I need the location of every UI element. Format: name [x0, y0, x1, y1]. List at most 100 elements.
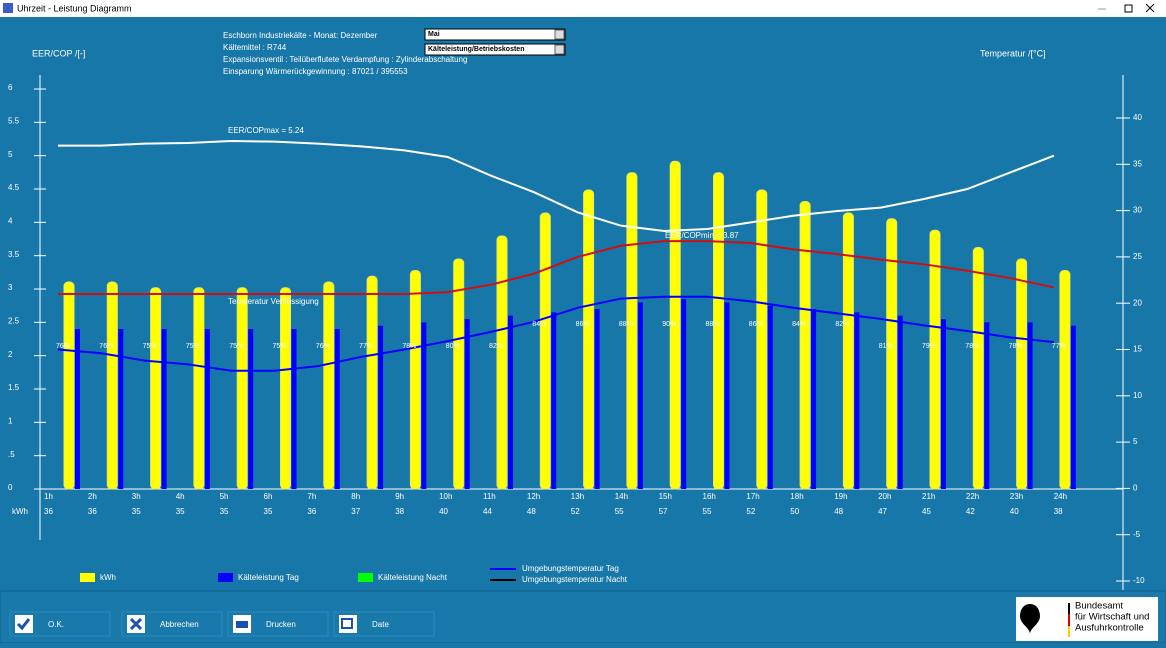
x-tick-label: 18h — [790, 492, 803, 501]
capacity-bar — [75, 329, 80, 489]
y-tick-label: .5 — [8, 450, 15, 459]
kwh-value: 50 — [790, 507, 799, 516]
y2-tick-label: 5 — [1133, 437, 1138, 446]
capacity-bar — [854, 312, 860, 489]
x-tick-label: 21h — [922, 492, 935, 501]
icon-check — [16, 618, 31, 631]
x-tick-label: 22h — [966, 492, 979, 501]
logo-text: Ausfuhrkontrolle — [1075, 623, 1144, 634]
kwh-value: 48 — [527, 507, 536, 516]
series-line — [57, 295, 1055, 372]
percent-label: 77% — [1052, 343, 1066, 350]
kwh-bar — [842, 212, 854, 490]
capacity-bar — [811, 309, 817, 489]
percent-label: 80% — [446, 343, 460, 350]
capacity-bar — [118, 329, 124, 489]
kwh-value: 57 — [659, 507, 668, 516]
button-label: Abbrechen — [160, 620, 199, 629]
kwh-bar — [63, 281, 75, 490]
annotation: EER/COPmax = 5.24 — [228, 126, 304, 135]
mode-dropdown[interactable] — [424, 43, 566, 56]
y-tick-label: 3 — [8, 283, 13, 292]
capacity-bar — [1070, 325, 1076, 489]
header-line: Einsparung Wärmerückgewinnung : 87021 / … — [223, 67, 408, 76]
y2-tick-label: 10 — [1133, 391, 1142, 400]
x-tick-label: 8h — [351, 492, 360, 501]
kwh-value: 44 — [483, 507, 492, 516]
kwh-bar — [409, 270, 421, 490]
x-tick-label: 6h — [264, 492, 273, 501]
legend-label: kWh — [100, 573, 116, 582]
kwh-bar — [323, 281, 335, 490]
kwh-bar — [106, 281, 118, 490]
capacity-bar — [984, 322, 990, 489]
percent-label: 79% — [922, 343, 936, 350]
close-button[interactable] — [1145, 3, 1155, 13]
kwh-bar — [280, 287, 291, 490]
kwh-bar — [886, 218, 898, 490]
x-tick-label: 3h — [132, 492, 141, 501]
x-tick-label: 9h — [395, 492, 404, 501]
percent-label: 75% — [229, 343, 243, 350]
kwh-value: 45 — [922, 507, 931, 516]
legend-swatch — [80, 573, 95, 582]
maximize-button[interactable] — [1124, 4, 1133, 13]
y-tick-label: 4.5 — [8, 183, 20, 192]
y-tick-label: 1.5 — [8, 383, 20, 392]
x-tick-label: 13h — [571, 492, 584, 501]
capacity-bar — [248, 329, 254, 489]
kwh-bar — [193, 287, 205, 490]
y2-tick-label: -10 — [1133, 576, 1145, 585]
y-tick-label: 0 — [8, 483, 13, 492]
percent-label: 84% — [792, 321, 806, 328]
y-tick-label: 5.5 — [8, 116, 20, 125]
y-tick-label: 2.5 — [8, 316, 20, 325]
x-tick-label: 16h — [703, 492, 716, 501]
kwh-value: 40 — [439, 507, 448, 516]
capacity-bar — [291, 329, 297, 489]
y-tick-label: 1 — [8, 416, 13, 425]
x-tick-label: 24h — [1054, 492, 1067, 501]
kwh-value: 36 — [44, 507, 53, 516]
y-tick-label: 4 — [8, 216, 13, 225]
row-label: kWh — [12, 507, 28, 516]
kwh-bar — [366, 275, 378, 490]
capacity-bar — [334, 329, 340, 489]
percent-label: 86% — [749, 321, 763, 328]
dropdown-arrow[interactable] — [554, 44, 565, 55]
kwh-bar — [453, 258, 465, 490]
kwh-value: 37 — [351, 507, 360, 516]
kwh-bar — [236, 287, 248, 490]
percent-label: 76% — [99, 343, 113, 350]
y-tick-label: 6 — [8, 83, 13, 92]
legend-swatch — [218, 573, 233, 582]
percent-label: 82% — [835, 321, 849, 328]
capacity-bar — [464, 319, 470, 489]
kwh-value: 42 — [966, 507, 975, 516]
percent-label: 81% — [879, 343, 893, 350]
title-bar — [0, 0, 1166, 17]
legend-label: Umgebungstemperatur Nacht — [522, 575, 628, 584]
kwh-value: 38 — [395, 507, 404, 516]
annotation: EER/COPmin = 3.87 — [665, 231, 739, 240]
dropdown-arrow[interactable] — [554, 29, 565, 40]
x-tick-label: 2h — [88, 492, 97, 501]
capacity-bar — [204, 329, 210, 489]
capacity-bar — [1027, 322, 1033, 489]
logo-text: Bundesamt — [1075, 601, 1123, 612]
month-dropdown[interactable] — [424, 28, 566, 41]
button-label: O.K. — [48, 620, 64, 629]
kwh-value: 52 — [746, 507, 755, 516]
y2-tick-label: 40 — [1133, 113, 1142, 122]
kwh-value: 35 — [132, 507, 141, 516]
percent-label: 82% — [489, 343, 503, 350]
percent-label: 75% — [143, 343, 157, 350]
y2-tick-label: 25 — [1133, 252, 1142, 261]
percent-label: 88% — [619, 321, 633, 328]
kwh-bar — [150, 287, 162, 490]
percent-label: 76% — [316, 343, 330, 350]
kwh-value: 47 — [878, 507, 887, 516]
capacity-bar — [161, 329, 167, 489]
kwh-value: 48 — [834, 507, 843, 516]
